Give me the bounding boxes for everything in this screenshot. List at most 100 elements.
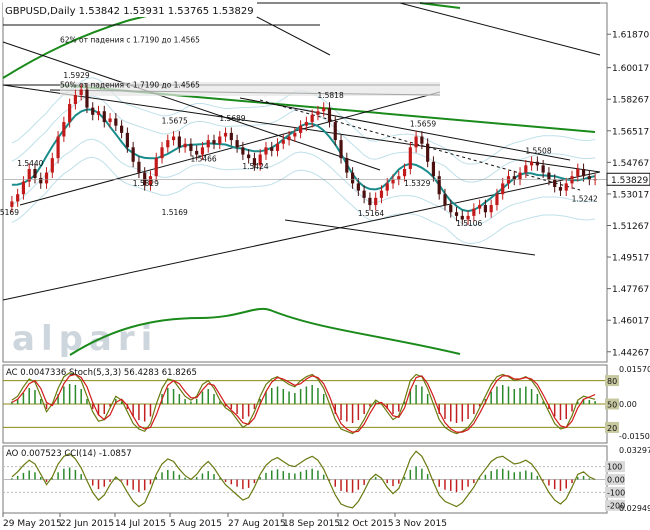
candle-body [137,161,141,173]
ao-axis-label: 0.032970 [619,446,650,455]
ac-stoch-panel[interactable]: 80 50 20 AC 0.0047336 Stoch(5,3,3) 56.4283 … [2,364,650,444]
candle-body [235,140,239,148]
candle-body [27,168,31,182]
candle-body [223,132,228,137]
candle-body [258,154,262,166]
price-tick-label: 1.56517 [612,127,649,137]
candle-body [183,143,187,148]
price-tick-label: 1.49517 [612,254,649,264]
candle-body [108,118,112,123]
time-tick-label: 14 Jul 2015 [115,519,166,529]
candle-body [374,197,378,206]
candle-body [529,161,534,166]
swing-price-label: 1.5818 [317,91,343,100]
candle-body [264,147,268,155]
candle-body [322,107,326,112]
candle-body [356,183,360,191]
candle-body [558,187,563,191]
candle-body [593,179,597,181]
candle-body [541,165,545,173]
candle-body [426,143,430,162]
candle-body [570,176,574,184]
price-tick-label: 1.58267 [612,96,649,106]
candle-body [460,215,464,220]
candle-body [408,147,412,169]
long-ma-lower [69,307,461,356]
candle-body [333,122,337,141]
price-tick-label: 1.44267 [612,348,649,358]
ao-axis-label: -200 [607,501,625,510]
candle-body [414,136,418,148]
candle-body [85,89,89,108]
candle-body [466,215,470,220]
swing-price-label: 1.5106 [456,219,482,228]
candle-body [33,168,37,178]
candle-body [131,147,135,162]
time-tick-label: 5 Aug 2015 [170,519,222,529]
candle-body [553,179,557,188]
candle-body [310,114,314,123]
candle-body [44,172,49,184]
candle-body [420,136,424,144]
candle-body [10,201,14,207]
price-tick-label: 1.61870 [612,31,649,41]
time-tick-label: 29 May 2015 [3,519,62,529]
candle-body [512,176,516,180]
candle-body [114,118,118,126]
envelope-band-line [11,156,596,244]
stoch-main-line [11,372,596,435]
candle-body [160,147,164,159]
swing-price-label: 1.5329 [404,179,430,188]
candle-body [154,158,158,177]
swing-price-label: 1.5466 [190,154,216,163]
stoch-level-badge [605,375,619,387]
candle-body [21,181,26,195]
swing-price-label: 1.5659 [410,119,436,128]
candle-body [379,190,384,198]
cci-level-badge [605,486,625,498]
candle-body [212,140,216,144]
ao-cci-panel[interactable]: AO 0.007523 CCI(14) -1.0857 0.032970 100 0.… [2,445,650,514]
candles [10,84,597,225]
candle-body [171,136,176,141]
candle-body [281,140,285,144]
level-box [60,82,440,96]
candle-body [68,104,72,123]
candle-body [489,205,493,213]
price-tick-label: 1.53017 [612,190,649,200]
candle-body [431,161,436,177]
fib-annotation: 62% от падения с 1.7190 до 1.4565 [60,35,200,44]
cci-line [11,450,596,509]
last-price-label: 1.53829 [611,176,648,186]
candle-body [218,136,222,144]
envelope-band-line [11,95,596,183]
swing-price-label: 1.5242 [572,195,598,204]
swing-price-label: 1.5929 [63,71,89,80]
swing-price-label: 1.5440 [17,159,43,168]
fib-annotation: 50% от падения с 1.7190 до 1.4565 [60,81,200,90]
candle-body [345,158,349,173]
candle-body [478,205,482,209]
time-tick-label: 12 Oct 2015 [338,519,394,529]
swing-price-label: 5169 [0,208,19,217]
candle-body [56,136,60,159]
swing-price-label: 1.5164 [358,209,384,218]
stoch-level-label: 20 [607,424,617,433]
candle-body [275,143,280,151]
trend-line [239,97,571,161]
candle-body [91,107,95,115]
candle-body [102,111,106,123]
cci-level-badge [605,499,625,511]
watermark-group: alpari [12,319,152,359]
channel-line [399,2,601,56]
candle-body [16,194,20,202]
price-panel[interactable]: 1.61870 1.60017 1.58267 1.56517 1.54767 1.530… [0,2,650,363]
stoch-signal-line [11,373,596,433]
candle-body [576,168,580,177]
swing-price-label: 1.5424 [242,162,268,171]
candle-body [535,161,539,166]
candle-body [443,194,447,206]
